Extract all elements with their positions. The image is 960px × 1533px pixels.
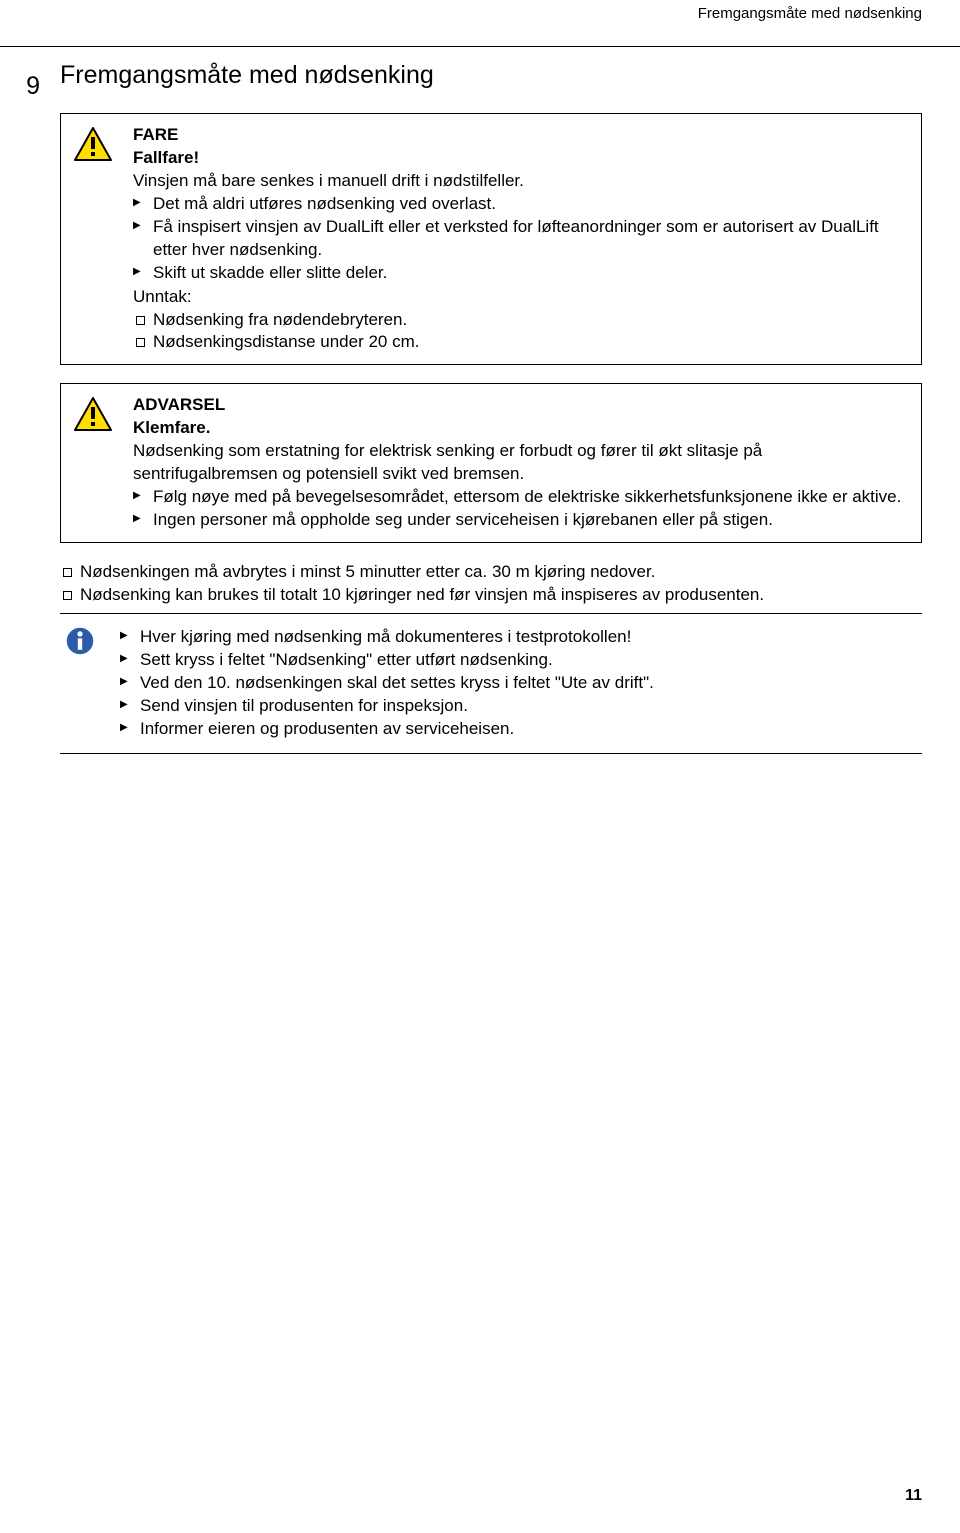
warning-intro: Nødsenking som erstatning for elektrisk … <box>133 440 907 486</box>
list-item: Det må aldri utføres nødsenking ved over… <box>133 193 907 216</box>
list-item: Følg nøye med på bevegelsesområdet, ette… <box>133 486 907 509</box>
list-item: Nødsenking fra nødendebryteren. <box>133 309 907 332</box>
list-item: Ingen personer må oppholde seg under ser… <box>133 509 907 532</box>
danger-subheading: Fallfare! <box>133 147 907 170</box>
list-item: Skift ut skadde eller slitte deler. <box>133 262 907 285</box>
list-item: Nødsenkingen må avbrytes i minst 5 minut… <box>60 561 922 584</box>
list-item: Nødsenkingsdistanse under 20 cm. <box>133 331 907 354</box>
list-item: Nødsenking kan brukes til totalt 10 kjør… <box>60 584 922 607</box>
list-item: Send vinsjen til produsenten for inspeks… <box>120 695 922 718</box>
main-content: Fremgangsmåte med nødsenking FARE Fallfa… <box>60 59 922 753</box>
body-square-list: Nødsenkingen må avbrytes i minst 5 minut… <box>60 561 922 607</box>
list-item: Hver kjøring med nødsenking må dokumente… <box>120 626 922 649</box>
page-title: Fremgangsmåte med nødsenking <box>60 59 922 93</box>
list-item: Informer eieren og produsenten av servic… <box>120 718 922 741</box>
exception-label: Unntak: <box>133 286 907 309</box>
warning-icon <box>73 396 115 439</box>
danger-callout: FARE Fallfare! Vinsjen må bare senkes i … <box>60 113 922 365</box>
notice-arrow-list: Hver kjøring med nødsenking må dokumente… <box>120 626 922 741</box>
warning-arrow-list: Følg nøye med på bevegelsesområdet, ette… <box>133 486 907 532</box>
list-item: Ved den 10. nødsenkingen skal det settes… <box>120 672 922 695</box>
danger-arrow-list: Det må aldri utføres nødsenking ved over… <box>133 193 907 285</box>
warning-icon <box>73 126 115 169</box>
list-item: Få inspisert vinsjen av DualLift eller e… <box>133 216 907 262</box>
list-item: Sett kryss i feltet "Nødsenking" etter u… <box>120 649 922 672</box>
section-number: 9 <box>0 70 50 104</box>
danger-heading: FARE <box>133 124 907 147</box>
warning-subheading: Klemfare. <box>133 417 907 440</box>
running-header: Fremgangsmåte med nødsenking <box>0 0 960 24</box>
exception-list: Nødsenking fra nødendebryteren. Nødsenki… <box>133 309 907 355</box>
notice-block: Hver kjøring med nødsenking må dokumente… <box>60 613 922 754</box>
warning-heading: ADVARSEL <box>133 394 907 417</box>
danger-intro: Vinsjen må bare senkes i manuell drift i… <box>133 170 907 193</box>
warning-callout: ADVARSEL Klemfare. Nødsenking som erstat… <box>60 383 922 543</box>
page-number: 11 <box>905 1485 922 1507</box>
header-rule <box>0 46 960 47</box>
info-icon <box>56 626 104 656</box>
